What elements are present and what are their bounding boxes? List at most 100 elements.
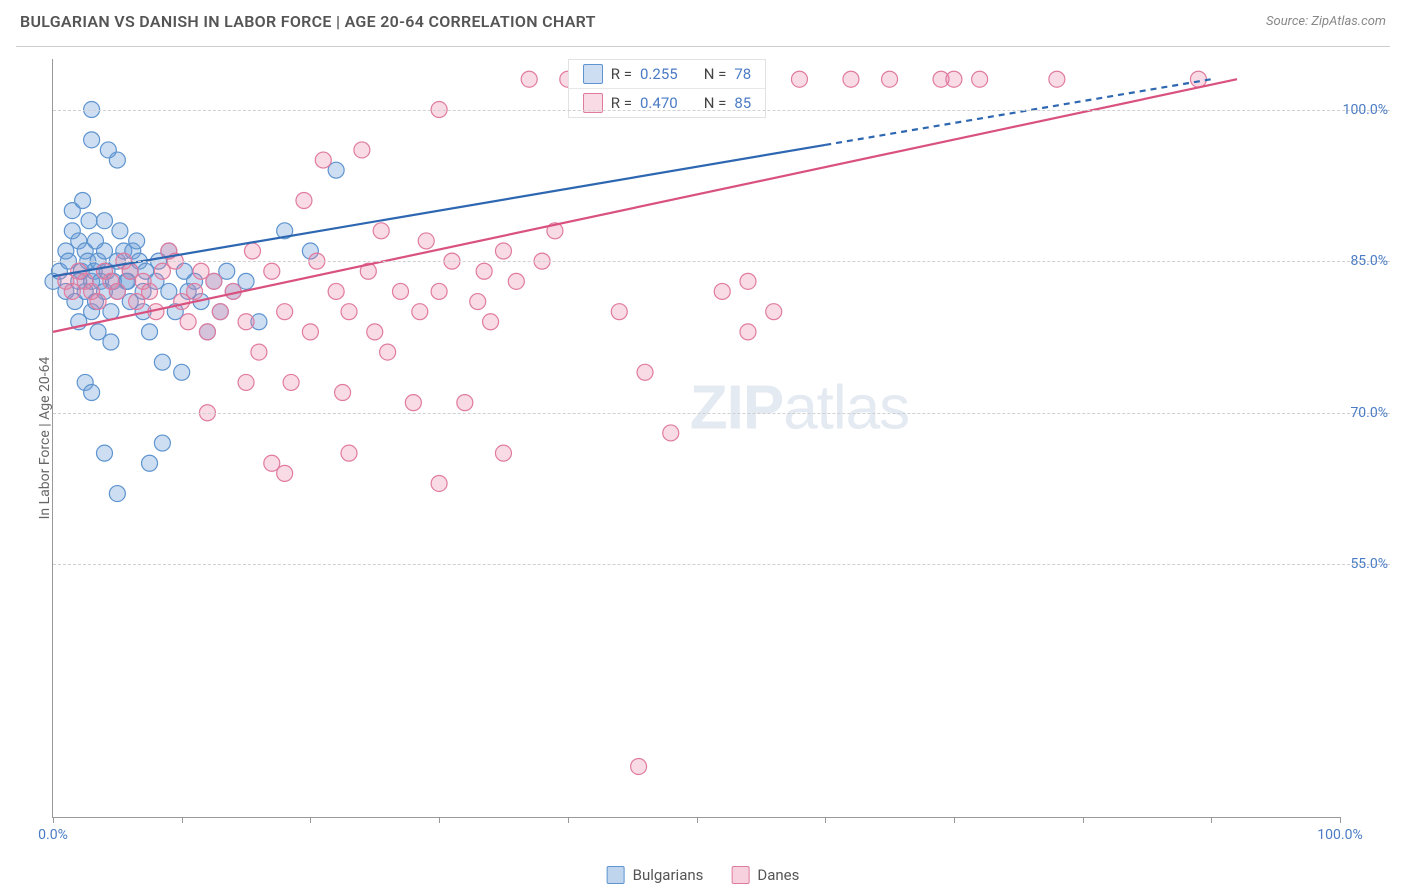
data-point xyxy=(740,324,756,340)
data-point xyxy=(212,304,228,320)
data-point xyxy=(180,314,196,330)
data-point xyxy=(96,445,112,461)
data-point xyxy=(174,364,190,380)
data-point xyxy=(431,475,447,491)
data-point xyxy=(335,385,351,401)
legend-item: Bulgarians xyxy=(607,866,704,884)
data-point xyxy=(380,344,396,360)
data-point xyxy=(238,374,254,390)
data-point xyxy=(112,223,128,239)
x-tick xyxy=(1340,817,1341,823)
data-point xyxy=(663,425,679,441)
x-tick xyxy=(182,817,183,823)
data-point xyxy=(341,304,357,320)
data-point xyxy=(1190,71,1206,87)
y-tick-label: 85.0% xyxy=(1350,253,1388,269)
data-point xyxy=(109,486,125,502)
legend-row: R = 0.255 N = 78 xyxy=(569,60,765,89)
series-legend: Bulgarians Danes xyxy=(607,866,800,884)
x-tick xyxy=(568,817,569,823)
data-point xyxy=(405,395,421,411)
data-point xyxy=(244,243,260,259)
data-point xyxy=(264,263,280,279)
data-point xyxy=(238,314,254,330)
data-point xyxy=(251,344,267,360)
data-point xyxy=(75,192,91,208)
x-tick xyxy=(1083,817,1084,823)
trend-line-dashed xyxy=(825,79,1211,145)
legend-label: Danes xyxy=(757,866,799,884)
data-point xyxy=(740,273,756,289)
data-point xyxy=(470,294,486,310)
data-point xyxy=(109,283,125,299)
data-point xyxy=(766,304,782,320)
data-point xyxy=(328,283,344,299)
legend-swatch xyxy=(607,866,625,884)
legend-r-value: 0.255 xyxy=(640,65,678,83)
data-point xyxy=(367,324,383,340)
data-point xyxy=(100,142,116,158)
data-point xyxy=(142,455,158,471)
y-tick-label: 55.0% xyxy=(1350,556,1388,572)
data-point xyxy=(483,314,499,330)
x-tick xyxy=(697,817,698,823)
x-tick xyxy=(954,817,955,823)
legend-item: Danes xyxy=(731,866,799,884)
data-point xyxy=(418,233,434,249)
data-point xyxy=(611,304,627,320)
data-point xyxy=(154,435,170,451)
data-point xyxy=(714,283,730,299)
x-tick xyxy=(439,817,440,823)
legend-n-label: N = xyxy=(704,65,727,83)
data-point xyxy=(81,213,97,229)
x-tick xyxy=(825,817,826,823)
y-axis-label: In Labor Force | Age 20-64 xyxy=(37,357,53,520)
data-point xyxy=(843,71,859,87)
y-tick-label: 70.0% xyxy=(1350,405,1388,421)
x-tick xyxy=(1211,817,1212,823)
data-point xyxy=(302,324,318,340)
data-point xyxy=(637,364,653,380)
data-point xyxy=(84,385,100,401)
data-point xyxy=(508,273,524,289)
x-tick-label: 0.0% xyxy=(38,827,68,843)
data-point xyxy=(129,233,145,249)
trend-line xyxy=(53,145,825,276)
data-point xyxy=(791,71,807,87)
data-point xyxy=(90,294,106,310)
data-point xyxy=(431,283,447,299)
legend-swatch xyxy=(583,64,603,84)
data-point xyxy=(457,395,473,411)
data-point xyxy=(495,445,511,461)
data-point xyxy=(199,324,215,340)
gridline xyxy=(53,413,1390,414)
data-point xyxy=(495,243,511,259)
data-point xyxy=(392,283,408,299)
legend-r-label: R = xyxy=(611,65,632,83)
data-point xyxy=(142,283,158,299)
chart-container: In Labor Force | Age 20-64 ZIPatlas R = … xyxy=(16,46,1390,842)
data-point xyxy=(264,455,280,471)
data-point xyxy=(206,273,222,289)
data-point xyxy=(476,263,492,279)
data-point xyxy=(103,334,119,350)
data-point xyxy=(972,71,988,87)
x-tick-label: 100.0% xyxy=(1317,827,1362,843)
data-point xyxy=(154,354,170,370)
data-point xyxy=(142,324,158,340)
data-point xyxy=(631,758,647,774)
data-point xyxy=(87,233,103,249)
x-tick xyxy=(310,817,311,823)
data-point xyxy=(84,132,100,148)
legend-label: Bulgarians xyxy=(633,866,704,884)
data-point xyxy=(412,304,428,320)
chart-title: BULGARIAN VS DANISH IN LABOR FORCE | AGE… xyxy=(20,12,596,31)
legend-n-value: 78 xyxy=(734,65,751,83)
gridline xyxy=(53,564,1390,565)
data-point xyxy=(315,152,331,168)
data-point xyxy=(187,283,203,299)
plot-area: In Labor Force | Age 20-64 ZIPatlas R = … xyxy=(52,59,1340,818)
scatter-svg xyxy=(53,59,1340,817)
data-point xyxy=(96,213,112,229)
data-point xyxy=(296,192,312,208)
